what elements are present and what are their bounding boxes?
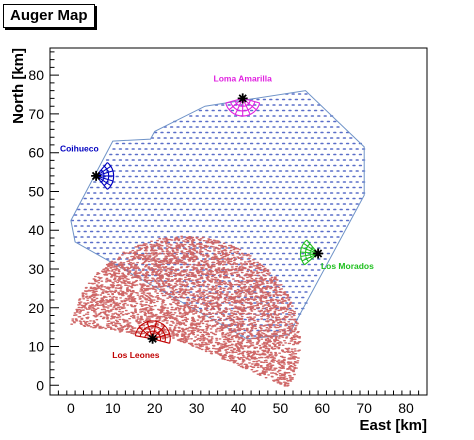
event-points <box>70 235 302 387</box>
station-label: Coihueco <box>60 144 99 154</box>
station-label: Los Leones <box>112 350 160 360</box>
y-tick-label: 0 <box>36 377 44 393</box>
axis-ticks <box>49 51 428 395</box>
station-field-of-view <box>95 162 115 190</box>
station-los-leones: Los Leones <box>112 320 171 360</box>
y-tick-label: 50 <box>28 183 44 199</box>
x-tick-label: 60 <box>314 400 330 416</box>
y-tick-label: 60 <box>28 145 44 161</box>
x-tick-label: 10 <box>105 400 121 416</box>
y-tick-label: 30 <box>28 261 44 277</box>
station-field-of-view <box>134 320 171 344</box>
y-tick-label: 80 <box>28 67 44 83</box>
station-label: Los Morados <box>321 261 374 271</box>
y-tick-label: 10 <box>28 339 44 355</box>
station-label: Loma Amarilla <box>214 74 273 84</box>
station-marker <box>147 333 158 344</box>
station-field-of-view <box>300 239 319 266</box>
event-region <box>70 235 302 387</box>
array-outline <box>70 90 365 340</box>
y-tick-label: 20 <box>28 300 44 316</box>
x-tick-label: 40 <box>231 400 247 416</box>
station-field-of-view <box>225 97 261 117</box>
station-coihueco: Coihueco <box>60 144 115 190</box>
x-tick-label: 0 <box>67 400 75 416</box>
x-tick-label: 70 <box>356 400 372 416</box>
y-axis-label: North [km] <box>10 48 27 124</box>
x-tick-label: 20 <box>147 400 163 416</box>
x-tick-label: 50 <box>273 400 289 416</box>
y-tick-label: 40 <box>28 222 44 238</box>
x-tick-label: 30 <box>189 400 205 416</box>
station-los-morados: Los Morados <box>300 239 374 271</box>
station-marker <box>91 170 102 181</box>
station-loma-amarilla: Loma Amarilla <box>214 74 273 117</box>
y-tick-label: 70 <box>28 106 44 122</box>
station-marker <box>313 248 324 259</box>
x-axis-label: East [km] <box>359 417 427 434</box>
station-marker <box>237 93 248 104</box>
chart-title: Auger Map <box>3 4 95 28</box>
x-tick-label: 80 <box>398 400 414 416</box>
